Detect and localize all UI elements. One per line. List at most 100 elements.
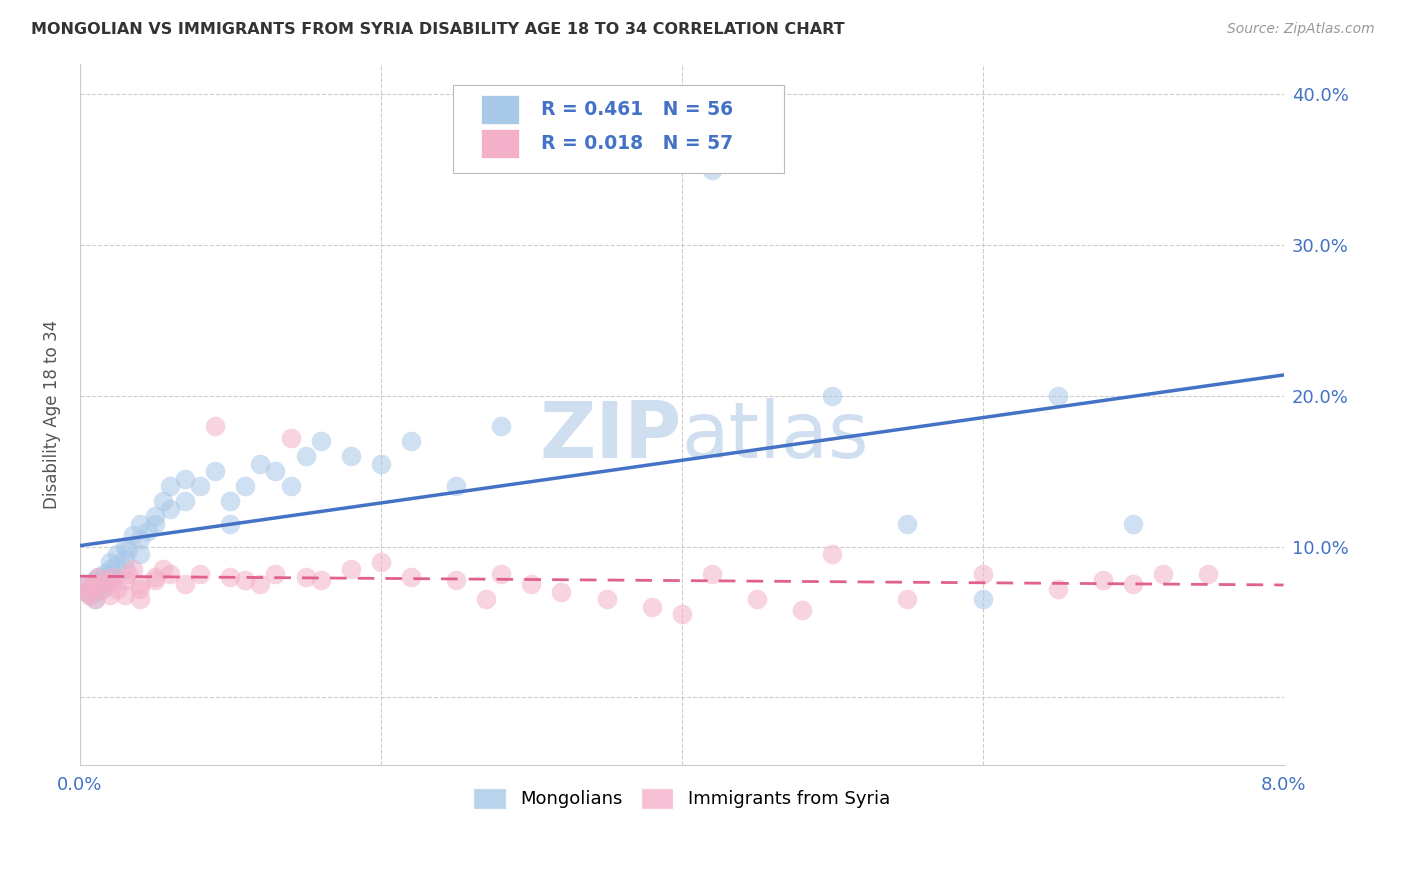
Point	[1122, 577, 1144, 591]
Point	[77, 582, 100, 596]
Point	[444, 479, 467, 493]
Point	[143, 509, 166, 524]
Point	[114, 573, 136, 587]
Point	[204, 464, 226, 478]
Point	[84, 584, 107, 599]
Point	[235, 479, 257, 493]
Point	[93, 566, 115, 581]
Point	[159, 479, 181, 493]
Point	[219, 516, 242, 531]
Point	[98, 555, 121, 569]
Point	[219, 570, 242, 584]
Point	[489, 566, 512, 581]
Point	[174, 472, 197, 486]
Text: Source: ZipAtlas.com: Source: ZipAtlas.com	[1227, 22, 1375, 37]
Point	[159, 501, 181, 516]
Text: ZIP: ZIP	[540, 398, 682, 474]
Point	[129, 582, 152, 596]
Point	[1197, 566, 1219, 581]
Point	[700, 162, 723, 177]
Point	[370, 555, 392, 569]
Point	[98, 562, 121, 576]
Point	[821, 547, 844, 561]
Point	[264, 566, 287, 581]
Point	[98, 588, 121, 602]
Point	[129, 577, 152, 591]
Point	[595, 592, 617, 607]
Point	[84, 592, 107, 607]
Point	[129, 547, 152, 561]
Point	[972, 592, 994, 607]
Point	[114, 540, 136, 554]
Point	[174, 494, 197, 508]
Point	[136, 524, 159, 539]
Text: MONGOLIAN VS IMMIGRANTS FROM SYRIA DISABILITY AGE 18 TO 34 CORRELATION CHART: MONGOLIAN VS IMMIGRANTS FROM SYRIA DISAB…	[31, 22, 845, 37]
Point	[294, 449, 316, 463]
Point	[84, 592, 107, 607]
Point	[96, 575, 118, 590]
Point	[143, 570, 166, 584]
Point	[117, 542, 139, 557]
Point	[152, 494, 174, 508]
Point	[121, 562, 143, 576]
Point	[249, 577, 271, 591]
Point	[1046, 389, 1069, 403]
Point	[114, 551, 136, 566]
Point	[84, 573, 107, 587]
Point	[896, 592, 918, 607]
Point	[121, 527, 143, 541]
Point	[188, 479, 211, 493]
Point	[550, 584, 572, 599]
Point	[204, 419, 226, 434]
Point	[79, 582, 101, 596]
Point	[294, 570, 316, 584]
Point	[188, 566, 211, 581]
Point	[339, 449, 361, 463]
Point	[76, 584, 98, 599]
Point	[96, 573, 118, 587]
Point	[174, 577, 197, 591]
Point	[671, 607, 693, 622]
Bar	[481, 128, 519, 158]
Point	[1122, 516, 1144, 531]
Point	[1046, 582, 1069, 596]
Point	[80, 580, 103, 594]
FancyBboxPatch shape	[453, 85, 785, 173]
Point	[101, 570, 124, 584]
Point	[700, 566, 723, 581]
Point	[114, 562, 136, 576]
Point	[399, 570, 422, 584]
Point	[107, 547, 129, 561]
Point	[1152, 566, 1174, 581]
Point	[129, 516, 152, 531]
Point	[444, 573, 467, 587]
Text: atlas: atlas	[682, 398, 869, 474]
Point	[264, 464, 287, 478]
Point	[159, 566, 181, 581]
Point	[520, 577, 543, 591]
Bar	[481, 95, 519, 124]
Point	[790, 603, 813, 617]
Point	[235, 573, 257, 587]
Point	[821, 389, 844, 403]
Text: R = 0.018   N = 57: R = 0.018 N = 57	[541, 134, 733, 153]
Point	[84, 577, 107, 591]
Point	[91, 582, 114, 596]
Point	[143, 516, 166, 531]
Y-axis label: Disability Age 18 to 34: Disability Age 18 to 34	[44, 320, 60, 509]
Point	[101, 573, 124, 587]
Point	[87, 570, 110, 584]
Point	[249, 457, 271, 471]
Point	[98, 566, 121, 581]
Point	[89, 577, 111, 591]
Point	[143, 573, 166, 587]
Point	[91, 582, 114, 596]
Point	[640, 599, 662, 614]
Point	[73, 580, 96, 594]
Point	[475, 592, 498, 607]
Point	[104, 558, 127, 572]
Point	[896, 516, 918, 531]
Point	[77, 588, 100, 602]
Point	[309, 434, 332, 448]
Point	[219, 494, 242, 508]
